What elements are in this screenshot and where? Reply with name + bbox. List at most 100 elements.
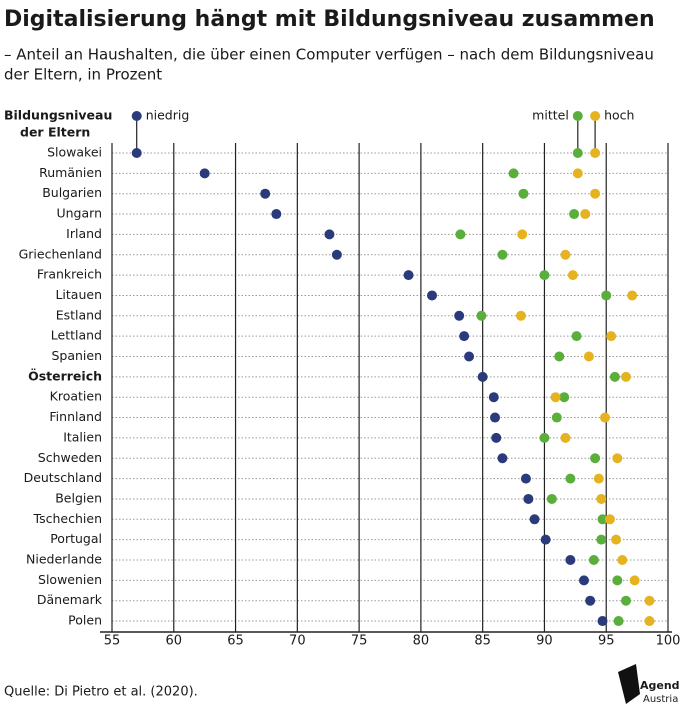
- dot: [427, 290, 438, 301]
- dot: [550, 392, 561, 403]
- category-label: Slowakei: [47, 145, 102, 160]
- dot: [597, 616, 608, 627]
- legend-marker: [131, 111, 142, 121]
- category-label: Dänemark: [37, 592, 103, 607]
- category-label: Österreich: [28, 368, 102, 383]
- dot: [539, 432, 550, 443]
- category-label: Finnland: [49, 409, 102, 424]
- category-label: Italien: [63, 429, 102, 444]
- dot: [490, 412, 501, 423]
- dot: [609, 371, 620, 382]
- dot: [620, 595, 631, 606]
- dot: [517, 229, 528, 240]
- legend-label: mittel: [532, 108, 569, 123]
- category-label: Rumänien: [39, 165, 102, 180]
- dot: [601, 290, 612, 301]
- category-label: Tschechien: [33, 511, 102, 526]
- category-label: Irland: [66, 226, 102, 241]
- x-tick-label: 60: [166, 634, 183, 649]
- legend-marker: [572, 111, 583, 121]
- legend-label: niedrig: [146, 108, 190, 123]
- dot: [596, 493, 607, 504]
- category-label: Portugal: [50, 531, 102, 546]
- dot: [629, 575, 640, 586]
- dot: [559, 392, 570, 403]
- x-tick-label: 85: [474, 634, 491, 649]
- category-label: Ungarn: [56, 206, 102, 221]
- dot: [540, 534, 551, 545]
- x-tick-label: 65: [227, 634, 244, 649]
- dot: [590, 188, 601, 199]
- dot: [606, 331, 617, 342]
- chart-title: Digitalisierung hängt mit Bildungsniveau…: [4, 7, 655, 32]
- category-label: Niederlande: [26, 552, 102, 567]
- dot: [613, 616, 624, 627]
- dot: [565, 473, 576, 484]
- dot: [455, 229, 466, 240]
- dot: [611, 534, 622, 545]
- x-tick-label: 80: [413, 634, 430, 649]
- dot: [590, 453, 601, 464]
- dot: [588, 555, 599, 565]
- y-axis-label: der Eltern: [20, 125, 90, 140]
- subtitle: der Eltern, in Prozent: [4, 66, 162, 84]
- dot: [578, 575, 589, 586]
- dot: [520, 473, 531, 484]
- dot: [403, 270, 414, 281]
- x-tick-label: 90: [536, 634, 553, 649]
- dot: [572, 168, 583, 179]
- category-label: Belgien: [55, 490, 102, 505]
- dot: [551, 412, 562, 423]
- dot: [569, 209, 580, 220]
- dot: [488, 392, 499, 403]
- y-axis-label: Bildungsniveau: [4, 108, 112, 123]
- dot: [585, 595, 596, 606]
- dot: [567, 270, 578, 281]
- dot: [515, 310, 526, 321]
- category-label: Schweden: [38, 450, 102, 465]
- dot: [604, 514, 615, 525]
- logo-icon: [618, 664, 640, 704]
- x-tick-label: 55: [104, 634, 121, 649]
- dot: [476, 310, 487, 321]
- subtitle: – Anteil an Haushalten, die über einen C…: [4, 46, 654, 64]
- dot: [529, 514, 540, 525]
- dot: [324, 229, 335, 240]
- dot: [199, 168, 210, 179]
- dot: [477, 371, 488, 382]
- category-label: Slowenien: [38, 572, 102, 587]
- legend-label: hoch: [604, 108, 634, 123]
- dot: [572, 148, 583, 158]
- x-tick-label: 95: [598, 634, 615, 649]
- dot: [644, 616, 655, 627]
- category-label: Bulgarien: [42, 185, 102, 200]
- dot: [617, 555, 628, 565]
- dot: [539, 270, 550, 281]
- dot: [583, 351, 594, 362]
- dot: [644, 595, 655, 606]
- dot: [620, 371, 631, 382]
- source: Quelle: Di Pietro et al. (2020).: [4, 685, 198, 700]
- category-label: Spanien: [51, 348, 102, 363]
- category-label: Litauen: [55, 287, 102, 302]
- x-tick-label: 70: [289, 634, 306, 649]
- category-label: Frankreich: [37, 267, 102, 282]
- dot: [560, 249, 571, 260]
- dot: [612, 453, 623, 464]
- dot: [580, 209, 591, 220]
- category-label: Griechenland: [19, 246, 102, 261]
- dot: [596, 534, 607, 545]
- dot: [491, 432, 502, 443]
- dot: [260, 188, 271, 199]
- category-label: Kroatien: [50, 389, 102, 404]
- dot: [612, 575, 623, 586]
- dot: [331, 249, 342, 260]
- dot: [554, 351, 565, 362]
- dot: [497, 453, 508, 464]
- legend-marker: [590, 111, 601, 121]
- dot: [565, 555, 576, 565]
- logo: Agenda: [640, 679, 680, 692]
- dot: [523, 493, 534, 504]
- dot: [454, 310, 465, 321]
